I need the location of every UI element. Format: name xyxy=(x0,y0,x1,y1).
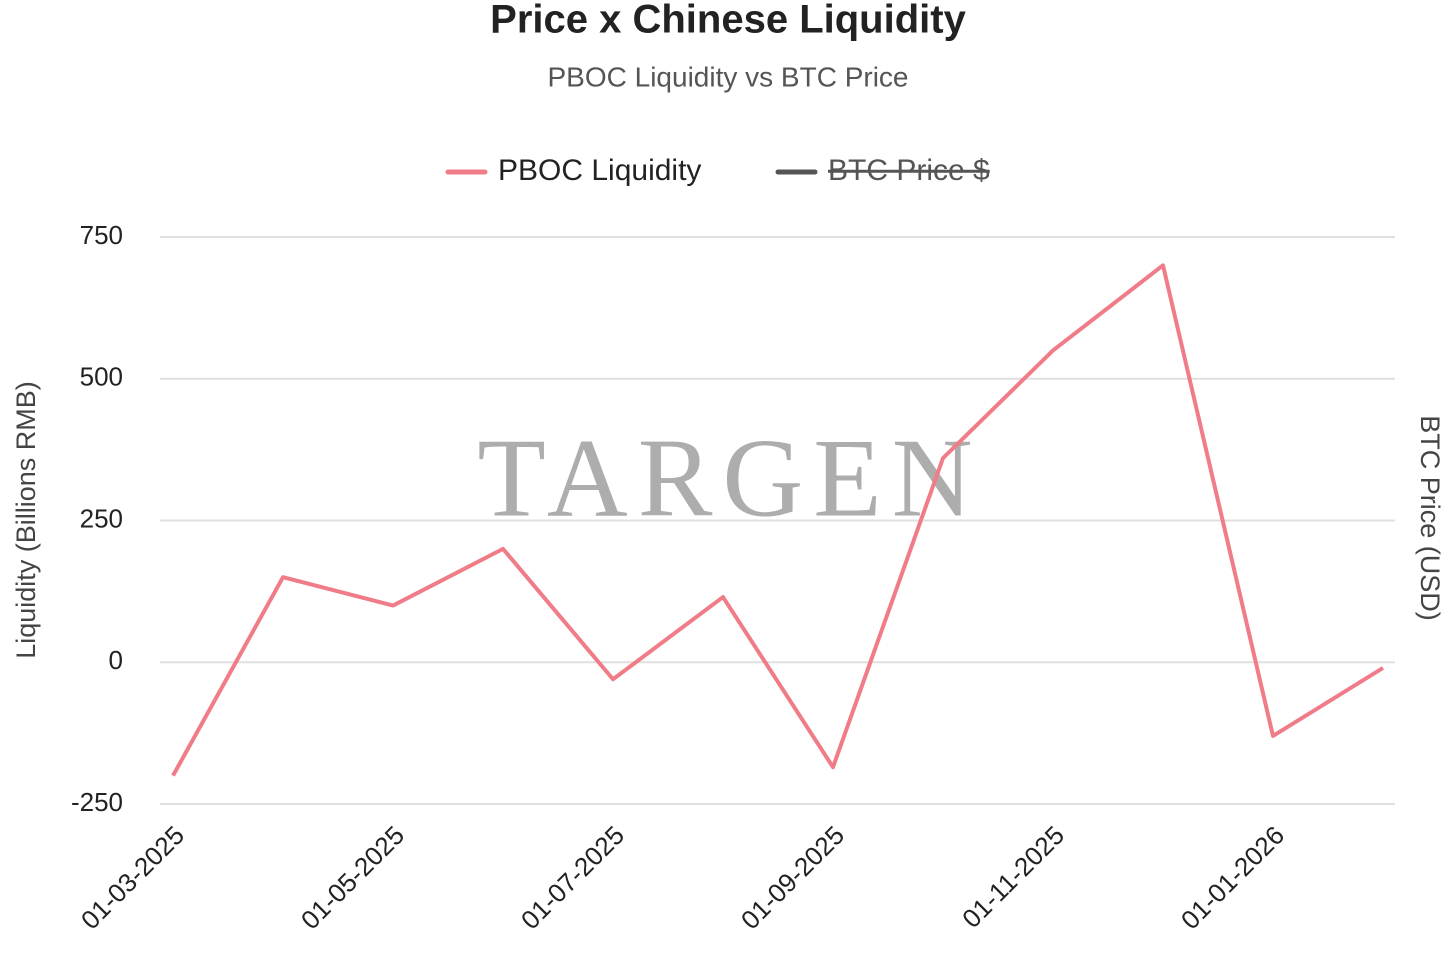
x-tick-label: 01-01-2026 xyxy=(1175,820,1290,935)
x-tick-label: 01-05-2025 xyxy=(295,820,410,935)
x-tick-label: 01-07-2025 xyxy=(515,820,630,935)
series-line xyxy=(171,263,1385,777)
y-axis-label: Liquidity (Billions RMB) xyxy=(11,381,41,659)
y2-axis-label: BTC Price (USD) xyxy=(1415,415,1445,621)
y-tick-label: 250 xyxy=(80,503,123,533)
legend-label[interactable]: BTC Price $ xyxy=(828,154,990,187)
y-tick-label: 500 xyxy=(80,362,123,392)
y-tick-label: -250 xyxy=(71,787,123,817)
chart-subtitle: PBOC Liquidity vs BTC Price xyxy=(548,61,909,92)
legend-label[interactable]: PBOC Liquidity xyxy=(498,154,701,187)
y-tick-label: 750 xyxy=(80,220,123,250)
x-tick-label: 01-09-2025 xyxy=(735,820,850,935)
chart-title: Price x Chinese Liquidity xyxy=(490,0,966,42)
x-tick-label: 01-03-2025 xyxy=(75,820,190,935)
y-tick-label: 0 xyxy=(109,645,123,675)
watermark: TARGEN xyxy=(477,417,982,541)
x-tick-label: 01-11-2025 xyxy=(956,820,1070,934)
